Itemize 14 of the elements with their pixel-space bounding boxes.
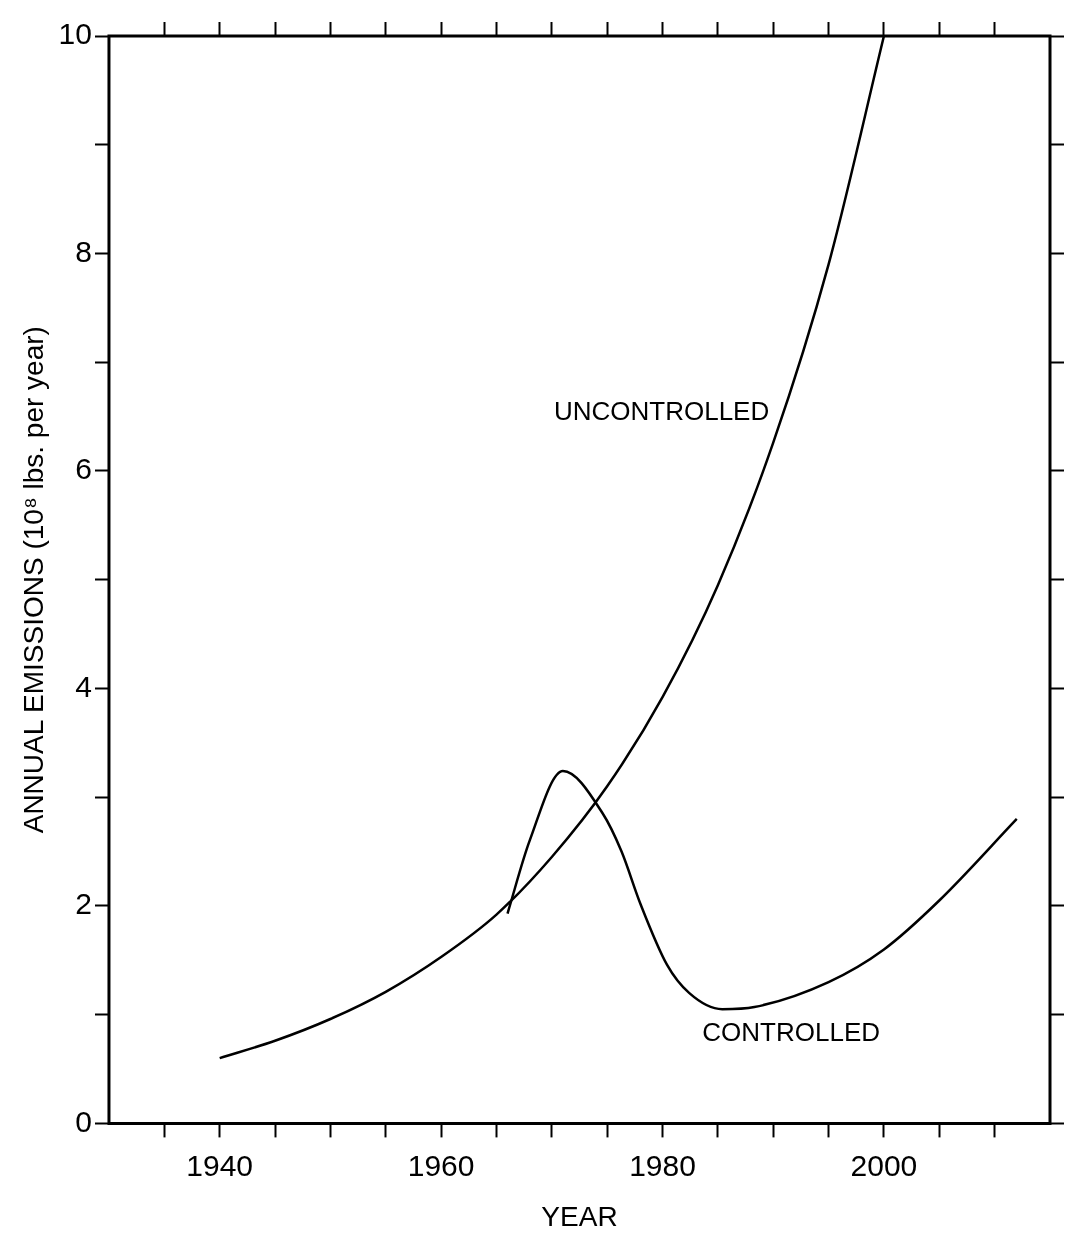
y-tick-label: 10 [58, 17, 92, 51]
x-tick-label: 2000 [850, 1148, 918, 1182]
y-tick-label: 8 [75, 234, 92, 268]
series-label: CONTROLLED [702, 1017, 880, 1048]
x-axis-title: YEAR [541, 1200, 618, 1232]
y-tick-label: 6 [75, 452, 92, 486]
x-tick-label: 1960 [407, 1148, 475, 1182]
y-tick-label: 2 [75, 887, 92, 921]
series-label: UNCONTROLLED [553, 395, 770, 426]
y-axis-title: ANNUAL EMISSIONS (10⁸ lbs. per year) [17, 326, 49, 834]
x-tick-label: 1980 [629, 1148, 696, 1182]
y-tick-label: 4 [75, 669, 92, 703]
y-tick-label: 0 [75, 1104, 92, 1138]
x-tick-label: 1940 [186, 1148, 254, 1182]
